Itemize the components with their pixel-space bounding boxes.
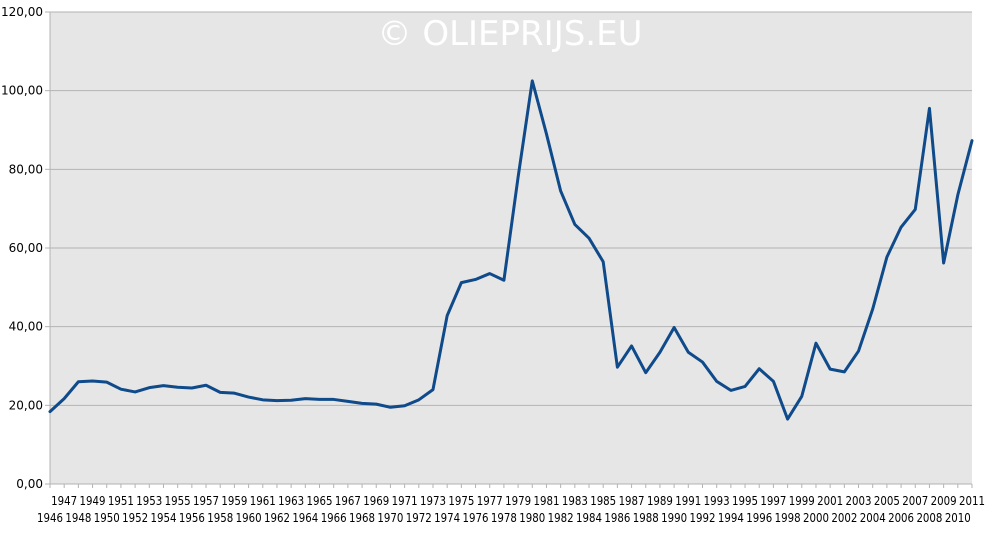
x-tick-label: 1995 bbox=[732, 494, 758, 508]
x-tick-label: 2000 bbox=[803, 511, 829, 525]
x-tick-label: 1967 bbox=[335, 494, 361, 508]
x-tick-label: 1990 bbox=[661, 511, 687, 525]
x-tick-label: 1982 bbox=[548, 511, 574, 525]
x-tick-label: 1980 bbox=[519, 511, 545, 525]
x-tick-label: 1955 bbox=[165, 494, 191, 508]
x-tick-label: 1991 bbox=[675, 494, 701, 508]
x-tick-label: 1994 bbox=[718, 511, 744, 525]
x-tick-label: 1963 bbox=[278, 494, 304, 508]
x-tick-label: 1952 bbox=[122, 511, 148, 525]
x-tick-label: 1968 bbox=[349, 511, 375, 525]
x-tick-label: 1973 bbox=[420, 494, 446, 508]
x-tick-label: 1983 bbox=[562, 494, 588, 508]
x-tick-label: 1948 bbox=[65, 511, 91, 525]
x-tick-label: 1985 bbox=[590, 494, 616, 508]
x-axis: 1946 1947 1948 1949 1950 1951 1952 1953 1954 1955… bbox=[37, 483, 985, 525]
x-tick-label: 1975 bbox=[448, 494, 474, 508]
x-tick-label: 2006 bbox=[888, 511, 914, 525]
x-tick-label: 2008 bbox=[916, 511, 942, 525]
x-tick-label: 1998 bbox=[775, 511, 801, 525]
x-tick-label: 1999 bbox=[789, 494, 815, 508]
y-tick-label: 120,00 bbox=[1, 5, 43, 19]
x-tick-label: 1993 bbox=[704, 494, 730, 508]
x-tick-label: 1946 bbox=[37, 511, 63, 525]
x-tick-label: 2002 bbox=[831, 511, 857, 525]
y-tick-label: 100,00 bbox=[1, 84, 43, 98]
x-tick-label: 1947 bbox=[51, 494, 77, 508]
x-tick-label: 1996 bbox=[746, 511, 772, 525]
x-tick-label: 1969 bbox=[363, 494, 389, 508]
x-tick-label: 1965 bbox=[307, 494, 333, 508]
y-tick-label: 80,00 bbox=[9, 162, 43, 176]
x-tick-label: 1970 bbox=[377, 511, 403, 525]
x-tick-label: 1949 bbox=[80, 494, 106, 508]
x-tick-label: 1966 bbox=[321, 511, 347, 525]
x-tick-label: 1971 bbox=[392, 494, 418, 508]
x-tick-label: 1974 bbox=[434, 511, 460, 525]
x-tick-label: 1972 bbox=[406, 511, 432, 525]
x-tick-label: 2011 bbox=[959, 494, 985, 508]
x-tick-label: 1950 bbox=[94, 511, 120, 525]
watermark: © OLIEPRIJS.EU bbox=[378, 14, 643, 54]
x-tick-label: 2005 bbox=[874, 494, 900, 508]
x-tick-label: 1962 bbox=[264, 511, 290, 525]
x-tick-label: 1951 bbox=[108, 494, 134, 508]
x-tick-label: 1986 bbox=[604, 511, 630, 525]
y-tick-label: 20,00 bbox=[9, 398, 43, 412]
y-tick-label: 0,00 bbox=[16, 477, 43, 491]
x-tick-label: 2004 bbox=[860, 511, 886, 525]
x-tick-label: 2003 bbox=[846, 494, 872, 508]
x-tick-label: 1984 bbox=[576, 511, 602, 525]
x-tick-label: 1953 bbox=[136, 494, 162, 508]
x-tick-label: 1957 bbox=[193, 494, 219, 508]
x-tick-label: 2007 bbox=[902, 494, 928, 508]
x-tick-label: 1992 bbox=[689, 511, 715, 525]
x-tick-label: 1979 bbox=[505, 494, 531, 508]
x-tick-label: 1956 bbox=[179, 511, 205, 525]
x-tick-label: 1961 bbox=[250, 494, 276, 508]
x-tick-label: 1988 bbox=[633, 511, 659, 525]
x-tick-label: 1976 bbox=[463, 511, 489, 525]
x-tick-label: 2001 bbox=[817, 494, 843, 508]
x-tick-label: 1977 bbox=[477, 494, 503, 508]
x-tick-label: 1958 bbox=[207, 511, 233, 525]
x-tick-label: 2009 bbox=[931, 494, 957, 508]
x-tick-label: 1954 bbox=[150, 511, 176, 525]
y-axis: 0,00 20,00 40,00 60,00 80,00 100,00 120,00 bbox=[1, 5, 51, 491]
x-tick-label: 1959 bbox=[221, 494, 247, 508]
x-tick-label: 1960 bbox=[236, 511, 262, 525]
y-tick-label: 60,00 bbox=[9, 241, 43, 255]
y-tick-label: 40,00 bbox=[9, 320, 43, 334]
x-tick-label: 2010 bbox=[945, 511, 971, 525]
x-tick-label: 1978 bbox=[491, 511, 517, 525]
x-tick-label: 1987 bbox=[619, 494, 645, 508]
x-tick-label: 1964 bbox=[292, 511, 318, 525]
x-tick-label: 1989 bbox=[647, 494, 673, 508]
series-line bbox=[48, 79, 974, 421]
x-tick-label: 1981 bbox=[533, 494, 559, 508]
x-tick-label: 1997 bbox=[760, 494, 786, 508]
